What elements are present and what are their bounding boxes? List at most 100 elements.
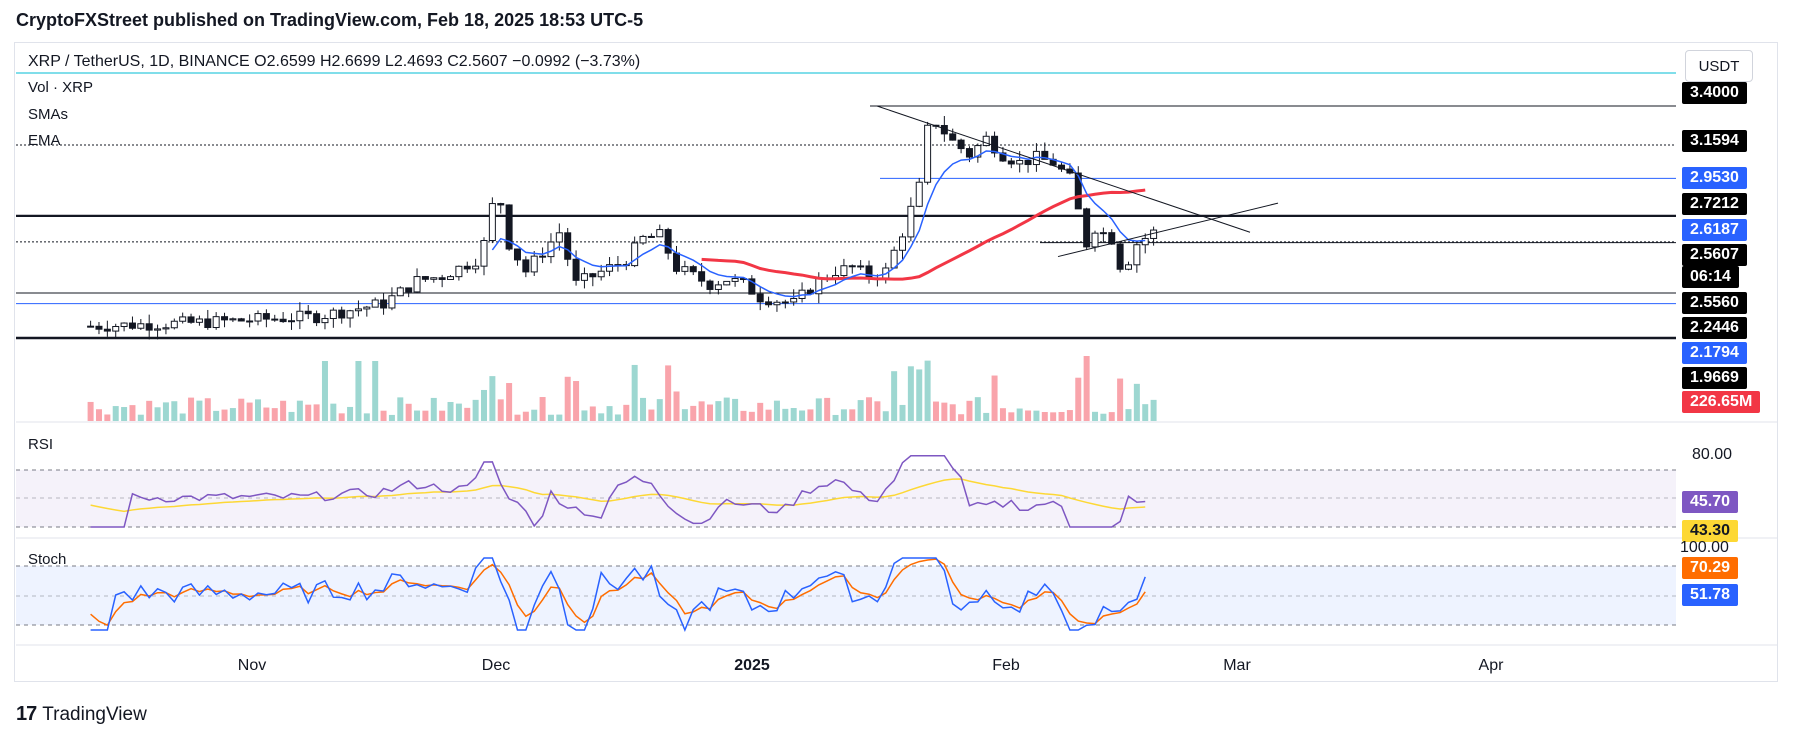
candle-body <box>447 276 455 280</box>
volume-bar <box>221 409 228 421</box>
volume-bar <box>966 400 973 421</box>
volume-bar <box>313 404 320 421</box>
volume-bar <box>899 404 906 421</box>
candle-body <box>639 235 647 244</box>
volume-bar <box>522 411 529 421</box>
x-tick-apr: Apr <box>1478 657 1504 674</box>
volume-bar <box>882 411 889 421</box>
x-tick-feb: Feb <box>992 657 1020 674</box>
volume-bar <box>1142 404 1149 421</box>
volume-bar <box>179 413 186 421</box>
candle-body <box>313 313 321 324</box>
volume-bar <box>229 408 236 421</box>
volume-bar <box>932 401 939 421</box>
volume-bar <box>1092 411 1099 421</box>
rsi-pane-label[interactable]: RSI <box>28 436 54 453</box>
candle-body <box>262 313 270 320</box>
candle-body <box>915 181 923 207</box>
stoch-pane-label[interactable]: Stoch <box>28 551 67 568</box>
price-label-9: 2.1794 <box>1682 342 1747 364</box>
candle-body <box>857 265 865 268</box>
candle-body <box>1074 172 1082 210</box>
volume-bar <box>974 397 981 421</box>
candle-body <box>1133 244 1141 266</box>
volume-bar <box>857 400 864 421</box>
chart-frame <box>14 42 1778 682</box>
volume-bar <box>338 413 345 421</box>
price-label-8: 2.2446 <box>1682 317 1747 339</box>
volume-bar <box>1016 408 1023 421</box>
volume-bar <box>547 414 554 421</box>
candle-body <box>773 301 781 306</box>
volume-bar <box>271 408 278 421</box>
candle-body <box>145 323 153 331</box>
candle-body <box>413 276 421 293</box>
volume-bar <box>162 402 169 421</box>
volume-bar <box>581 410 588 421</box>
volume-bar <box>455 403 462 421</box>
stoch-k-badge: 70.29 <box>1682 557 1739 579</box>
stoch-band <box>16 566 1676 625</box>
candle-body <box>363 306 371 310</box>
candle-body <box>254 313 262 322</box>
price-label-7: 2.5560 <box>1682 292 1747 314</box>
volume-bar <box>949 404 956 421</box>
candle-body <box>848 265 856 268</box>
volume-bar <box>790 408 797 421</box>
tradingview-footer[interactable]: 17 TradingView <box>16 703 147 726</box>
descending-trendline <box>876 105 1251 233</box>
legend-ema[interactable]: EMA <box>28 132 61 149</box>
publisher-header: CryptoFXStreet published on TradingView.… <box>16 10 644 30</box>
candle-body <box>765 301 773 306</box>
volume-bar <box>614 414 621 421</box>
volume-bar <box>238 398 245 421</box>
volume-bar <box>414 410 421 421</box>
volume-bar <box>631 364 638 421</box>
candle-body <box>723 280 731 286</box>
price-label-2: 2.9530 <box>1682 167 1747 189</box>
candle-body <box>480 240 488 267</box>
candle-body <box>354 308 362 312</box>
candle-body <box>212 316 220 329</box>
candle-body <box>162 327 170 330</box>
volume-bar <box>556 414 563 421</box>
volume-bar <box>698 401 705 421</box>
volume-bar <box>112 406 119 421</box>
volume-bar <box>715 401 722 421</box>
candle-body <box>840 265 848 277</box>
volume-bar <box>1117 378 1124 421</box>
candle-body <box>631 242 639 267</box>
volume-bar <box>489 376 496 421</box>
candle-body <box>463 265 471 270</box>
volume-bar <box>824 397 831 421</box>
volume-bar <box>380 410 387 421</box>
volume-bar <box>799 410 806 421</box>
volume-bar <box>941 402 948 421</box>
legend-smas[interactable]: SMAs <box>28 106 69 123</box>
volume-bar <box>1075 377 1082 421</box>
candle-body <box>346 310 354 319</box>
candle-body <box>128 322 136 329</box>
volume-bar <box>656 399 663 421</box>
candle-body <box>137 323 145 329</box>
x-tick-dec: Dec <box>481 657 511 674</box>
price-label-6: 06:14 <box>1682 266 1739 288</box>
currency-button[interactable]: USDT <box>1685 50 1753 82</box>
volume-bar <box>397 397 404 421</box>
volume-bar <box>757 402 764 421</box>
volume-bar <box>665 365 672 421</box>
candle-body <box>1016 159 1024 165</box>
candle-body <box>706 280 714 290</box>
candle-body <box>555 232 563 243</box>
volume-bar <box>1066 410 1073 421</box>
legend-volume[interactable]: Vol · XRP <box>28 79 94 96</box>
candle-body <box>430 277 438 280</box>
volume-bar <box>782 408 789 421</box>
volume-bar <box>606 406 613 421</box>
volume-bar <box>171 401 178 421</box>
candle-body <box>204 318 212 329</box>
volume-bar <box>924 360 931 421</box>
volume-bar <box>598 413 605 421</box>
candle-body <box>748 278 756 295</box>
